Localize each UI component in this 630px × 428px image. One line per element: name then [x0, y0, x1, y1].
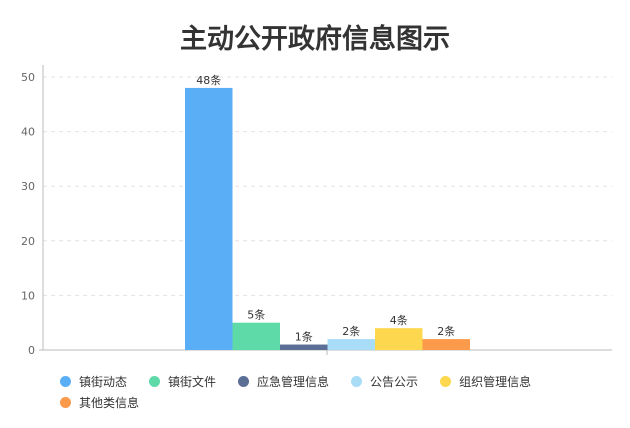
bar-data-label: 4条 [390, 313, 408, 327]
legend-label: 其他类信息 [79, 395, 140, 410]
y-tick-labels: 0 10 20 30 40 50 [21, 71, 35, 357]
legend-item-1[interactable]: 镇街动态 [60, 371, 127, 391]
legend-marker [351, 375, 363, 387]
legend-item-4[interactable]: 公告公示 [351, 371, 418, 391]
legend: 镇街动态 镇街文件 应急管理信息 公告公示 组织管理信息其他类信息 [60, 371, 620, 413]
legend-item-5[interactable]: 组织管理信息 [440, 371, 531, 391]
legend-item-6[interactable]: 其他类信息 [60, 392, 139, 412]
bar-data-label: 2条 [342, 324, 360, 338]
chart-title: 主动公开政府信息图示 [180, 24, 450, 55]
legend-label: 应急管理信息 [257, 374, 330, 389]
legend-marker [60, 396, 71, 408]
bar-6[interactable] [422, 339, 471, 350]
grid-lines [43, 76, 612, 296]
data-labels: 48条 5条 1条 2条 4条 2条 [196, 73, 455, 344]
bar-2[interactable] [232, 322, 281, 350]
legend-label: 组织管理信息 [459, 374, 532, 389]
y-tick-label: 40 [21, 126, 35, 139]
legend-label: 镇街动态 [79, 374, 128, 389]
legend-marker [238, 375, 250, 387]
legend-item-3[interactable]: 应急管理信息 [238, 371, 329, 391]
bar-5[interactable] [375, 328, 423, 350]
axes [39, 65, 612, 355]
bar-data-label: 5条 [247, 308, 265, 322]
y-tick-label: 20 [21, 235, 35, 248]
legend-item-2[interactable]: 镇街文件 [149, 371, 216, 391]
y-tick-label: 0 [28, 344, 35, 357]
legend-marker [60, 375, 71, 387]
legend-label: 公告公示 [370, 374, 419, 389]
bar-data-label: 48条 [196, 73, 221, 87]
legend-marker [149, 375, 161, 387]
bar-3[interactable] [280, 344, 328, 350]
legend-label: 镇街文件 [168, 374, 217, 389]
bar-1[interactable] [185, 87, 233, 351]
y-tick-label: 10 [21, 289, 35, 302]
bar-data-label: 1条 [295, 330, 313, 344]
bars [185, 87, 471, 351]
bar-data-label: 2条 [437, 324, 455, 338]
y-tick-label: 50 [21, 71, 35, 84]
y-tick-label: 30 [21, 180, 35, 193]
bar-4[interactable] [327, 339, 376, 350]
legend-marker [440, 375, 452, 387]
